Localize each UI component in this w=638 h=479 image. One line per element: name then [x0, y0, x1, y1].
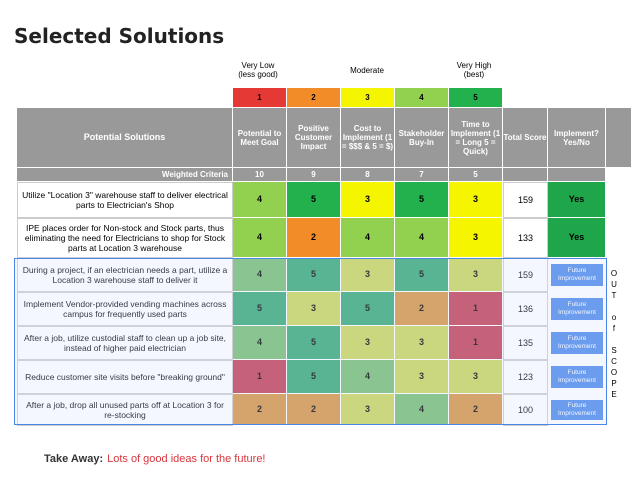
score-cell: 3: [341, 326, 395, 360]
score-cell: 4: [341, 360, 395, 394]
header-positive: Positive Customer Impact: [287, 108, 341, 168]
header-stakeholder: Stakeholder Buy-In: [395, 108, 449, 168]
header-cost: Cost to Implement (1 = $$$ & 5 = $): [341, 108, 395, 168]
solution-cell: After a job, utilize custodial staff to …: [17, 326, 233, 360]
total-score-cell: 159: [503, 182, 548, 218]
solution-cell: Reduce customer site visits before "brea…: [17, 360, 233, 394]
scale-cell-4: 4: [395, 88, 449, 108]
score-cell: 5: [341, 292, 395, 326]
solution-cell: Utilize "Location 3" warehouse staff to …: [17, 182, 233, 218]
takeaway-label: Take Away:: [44, 453, 104, 465]
score-cell: 1: [233, 360, 287, 394]
score-cell: 2: [395, 292, 449, 326]
out-of-scope-label: O U T o f S C O P E: [610, 269, 618, 399]
score-cell: 4: [395, 394, 449, 426]
score-cell: 2: [449, 394, 503, 426]
score-cell: 2: [287, 394, 341, 426]
score-cell: 1: [449, 292, 503, 326]
score-cell: 3: [449, 258, 503, 292]
header-filler: [606, 108, 632, 168]
score-cell: 5: [287, 258, 341, 292]
takeaway-text: Lots of good ideas for the future!: [107, 453, 266, 465]
score-cell: 3: [449, 360, 503, 394]
score-cell: 5: [395, 182, 449, 218]
implement-cell: Future Improvement: [551, 366, 603, 388]
header-potential: Potential to Meet Goal: [233, 108, 287, 168]
score-cell: 3: [395, 360, 449, 394]
implement-cell: Yes: [548, 218, 606, 258]
header-implement: Implement? Yes/No: [548, 108, 606, 168]
score-cell: 3: [341, 258, 395, 292]
total-score-cell: 133: [503, 218, 548, 258]
total-score-cell: 136: [503, 292, 548, 326]
total-score-cell: 123: [503, 360, 548, 394]
weighted-value-2: 8: [341, 168, 395, 182]
score-cell: 3: [449, 218, 503, 258]
solution-cell: Implement Vendor-provided vending machin…: [17, 292, 233, 326]
score-cell: 3: [341, 394, 395, 426]
score-cell: 5: [233, 292, 287, 326]
total-score-cell: 135: [503, 326, 548, 360]
scale-cell-3: 3: [341, 88, 395, 108]
header-total: Total Score: [503, 108, 548, 168]
score-cell: 4: [233, 258, 287, 292]
weighted-value-0: 10: [233, 168, 287, 182]
scale-moderate-label: Moderate: [350, 66, 384, 75]
implement-cell: Future Improvement: [551, 400, 603, 420]
score-cell: 5: [287, 326, 341, 360]
scale-cell-1: 1: [233, 88, 287, 108]
implement-cell: Future Improvement: [551, 332, 603, 354]
score-cell: 4: [233, 182, 287, 218]
page-title: Selected Solutions: [14, 24, 225, 48]
total-score-cell: 159: [503, 258, 548, 292]
score-cell: 3: [395, 326, 449, 360]
weighted-criteria-label: Weighted Criteria: [17, 168, 233, 182]
score-cell: 5: [287, 360, 341, 394]
takeaway: Take Away: Lots of good ideas for the fut…: [44, 453, 266, 465]
score-cell: 3: [287, 292, 341, 326]
score-cell: 4: [395, 218, 449, 258]
scale-cell-2: 2: [287, 88, 341, 108]
score-cell: 2: [233, 394, 287, 426]
scale-very-low-label: Very Low (less good): [238, 61, 278, 79]
weighted-total-blank: [503, 168, 548, 182]
score-cell: 2: [287, 218, 341, 258]
score-cell: 5: [287, 182, 341, 218]
score-cell: 5: [395, 258, 449, 292]
weighted-value-3: 7: [395, 168, 449, 182]
solution-cell: After a job, drop all unused parts off a…: [17, 394, 233, 426]
total-score-cell: 100: [503, 394, 548, 426]
out-of-scope-box: [14, 258, 607, 425]
implement-cell: Future Improvement: [551, 264, 603, 286]
implement-cell: Yes: [548, 182, 606, 218]
header-potential-solutions: Potential Solutions: [17, 108, 233, 168]
scale-very-high-label: Very High (best): [456, 61, 492, 79]
scale-cell-5: 5: [449, 88, 503, 108]
score-cell: 4: [233, 218, 287, 258]
score-cell: 4: [233, 326, 287, 360]
score-cell: 4: [341, 218, 395, 258]
score-cell: 1: [449, 326, 503, 360]
implement-cell: Future Improvement: [551, 298, 603, 320]
solution-cell: IPE places order for Non-stock and Stock…: [17, 218, 233, 258]
weighted-value-4: 5: [449, 168, 503, 182]
header-time: Time to Implement (1 = Long 5 = Quick): [449, 108, 503, 168]
score-cell: 3: [449, 182, 503, 218]
score-cell: 3: [341, 182, 395, 218]
solution-cell: During a project, if an electrician need…: [17, 258, 233, 292]
weighted-impl-blank: [548, 168, 606, 182]
weighted-value-1: 9: [287, 168, 341, 182]
